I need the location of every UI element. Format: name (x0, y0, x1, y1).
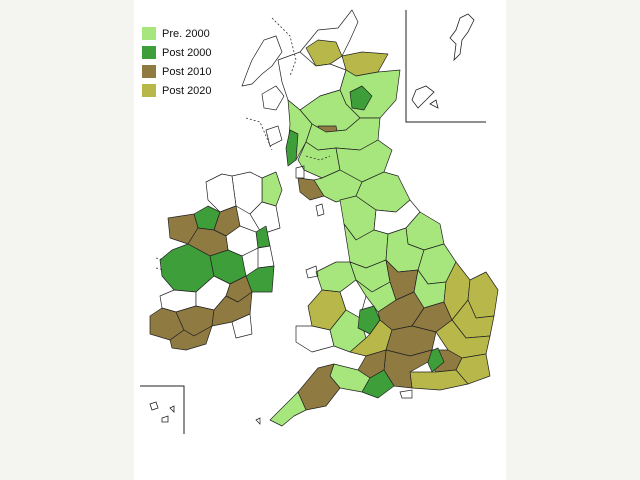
isle-of-man-outline (315, 203, 325, 217)
channel-islands-inset (140, 385, 185, 434)
legend-label: Pre. 2000 (162, 27, 210, 40)
region-dorset (361, 369, 395, 399)
sea-boundary-north (271, 17, 297, 77)
arran-outline (295, 165, 305, 179)
legend-swatch (142, 84, 156, 97)
region-cork (169, 325, 213, 351)
region-wexford (231, 313, 253, 339)
legend-item-post-2010: Post 2010 (138, 62, 248, 81)
legend-item-pre-2000: Pre. 2000 (138, 24, 248, 43)
sea-boundary-clyde (305, 155, 331, 161)
skye-outline (261, 85, 285, 111)
legend-item-post-2000: Post 2000 (138, 43, 248, 62)
region-aberdeen (349, 85, 373, 111)
islay-outline (265, 125, 283, 147)
legend-item-post-2020: Post 2020 (138, 81, 248, 100)
legend-label: Post 2020 (162, 84, 212, 97)
orkney-outline (411, 85, 439, 109)
legend-label: Post 2000 (162, 46, 212, 59)
region-ni-north (261, 171, 283, 207)
scilly-outline (255, 417, 261, 425)
region-cornwall (269, 391, 307, 427)
region-south-wales-west (295, 325, 335, 353)
isle-of-wight-outline (399, 389, 413, 399)
anglesey-outline (305, 265, 319, 279)
inset-frame-shetland (405, 10, 486, 123)
region-ayrshire (297, 177, 325, 201)
sea-boundary-west (245, 117, 273, 151)
shetland-outline (449, 13, 475, 62)
region-devon (297, 363, 341, 411)
channel-islands-outline (149, 401, 175, 423)
region-donegal (205, 173, 237, 213)
legend-swatch (142, 46, 156, 59)
region-wicklow (245, 265, 275, 293)
region-dublin (257, 245, 275, 269)
region-argyll-green (285, 129, 299, 167)
region-kent (455, 353, 491, 385)
shetland-inset (405, 10, 486, 123)
inset-frame-channel (140, 385, 185, 434)
legend-label: Post 2010 (162, 65, 212, 78)
legend: Pre. 2000 Post 2000 Post 2010 Post 2020 (138, 24, 248, 100)
sea-boundary-ireland (155, 257, 165, 271)
region-powys (339, 279, 367, 319)
legend-swatch (142, 27, 156, 40)
hebrides-outline (241, 35, 283, 87)
legend-swatch (142, 65, 156, 78)
